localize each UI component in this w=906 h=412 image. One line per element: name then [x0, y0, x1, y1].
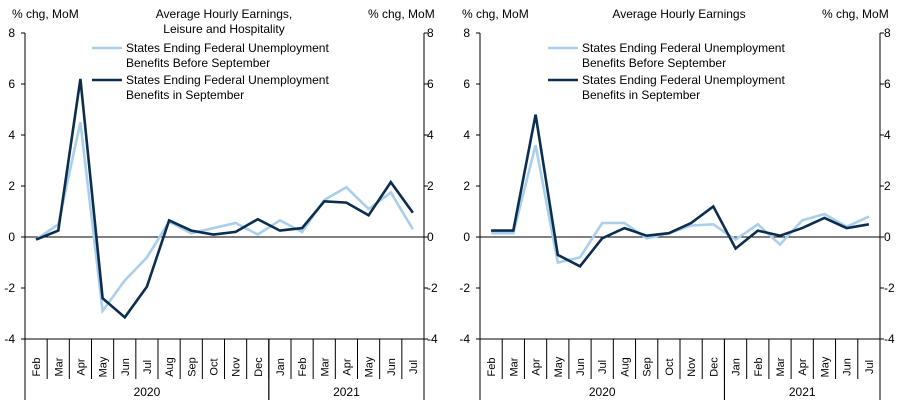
series-line-before-september — [491, 144, 870, 265]
year-label: 2021 — [333, 385, 360, 399]
x-tick-label: Aug — [164, 357, 176, 377]
y-axis-label-right: % chg, MoM — [822, 7, 889, 21]
series-line-in-september — [35, 78, 414, 320]
y-tick-label-right: -2 — [884, 281, 895, 295]
y-tick-label-left: 4 — [8, 128, 15, 142]
y-tick-label-left: 8 — [8, 26, 15, 40]
x-tick-label: Jun — [386, 358, 398, 376]
y-tick-label-right: 4 — [884, 128, 891, 142]
y-tick-label-right: -2 — [427, 281, 438, 295]
x-tick-label: Jul — [142, 360, 154, 374]
y-tick-label-left: -4 — [459, 332, 470, 346]
x-tick-label: Sep — [186, 357, 198, 377]
y-tick-label-left: -4 — [4, 332, 15, 346]
y-tick-label-right: 0 — [884, 230, 891, 244]
y-tick-label-right: 2 — [427, 179, 434, 193]
x-tick-label: Oct — [664, 358, 676, 375]
x-tick-label: Aug — [619, 357, 631, 377]
x-tick-label: Feb — [753, 358, 765, 377]
chart-right: % chg, MoM % chg, MoM Average Hourly Earni… — [459, 7, 895, 400]
y-tick-label-right: 0 — [427, 230, 434, 244]
x-tick-label: May — [98, 356, 110, 377]
x-tick-label: May — [364, 356, 376, 377]
y-tick-label-right: -4 — [427, 332, 438, 346]
x-tick-label: Dec — [708, 357, 720, 377]
y-tick-label-right: 8 — [884, 26, 891, 40]
series-line-in-september — [491, 114, 870, 268]
y-tick-label-left: 6 — [8, 77, 15, 91]
y-tick-label-left: 2 — [463, 179, 470, 193]
x-tick-label: Dec — [253, 357, 265, 377]
x-tick-label: Apr — [75, 358, 87, 375]
x-tick-label: Jul — [408, 360, 420, 374]
y-tick-label-left: 0 — [463, 230, 470, 244]
series-line-before-september — [35, 122, 415, 315]
y-axis-label-left: % chg, MoM — [12, 7, 79, 21]
y-tick-label-left: 6 — [463, 77, 470, 91]
x-tick-label: Mar — [775, 357, 787, 376]
x-tick-label: Jul — [597, 360, 609, 374]
x-tick-label: Jan — [275, 358, 287, 376]
x-tick-label: Jan — [731, 358, 743, 376]
chart-title-line: Average Hourly Earnings, — [156, 7, 293, 21]
y-tick-label-right: 4 — [427, 128, 434, 142]
x-tick-label: Sep — [642, 357, 654, 377]
y-tick-label-right: 6 — [427, 77, 434, 91]
x-tick-label: Apr — [531, 358, 543, 375]
legend-label: States Ending Federal Unemployment — [582, 73, 785, 87]
x-tick-label: May — [819, 356, 831, 377]
x-tick-label: Nov — [231, 357, 243, 377]
x-tick-label: May — [553, 356, 565, 377]
y-tick-label-right: 8 — [427, 26, 434, 40]
legend-label: States Ending Federal Unemployment — [582, 41, 785, 55]
y-tick-label-right: 2 — [884, 179, 891, 193]
y-tick-label-left: 4 — [463, 128, 470, 142]
y-tick-label-right: 6 — [884, 77, 891, 91]
legend-label: Benefits in September — [582, 88, 700, 102]
x-tick-label: Jun — [120, 358, 132, 376]
x-tick-label: Jul — [864, 360, 876, 374]
x-tick-label: Oct — [208, 358, 220, 375]
x-tick-label: Nov — [686, 357, 698, 377]
y-tick-label-left: 8 — [463, 26, 470, 40]
x-tick-label: Jun — [575, 358, 587, 376]
year-label: 2020 — [134, 385, 161, 399]
year-label: 2020 — [589, 385, 616, 399]
x-tick-label: Feb — [31, 358, 43, 377]
year-label: 2021 — [789, 385, 816, 399]
x-tick-label: Feb — [486, 358, 498, 377]
y-axis-label-left: % chg, MoM — [462, 7, 529, 21]
x-tick-label: Mar — [319, 357, 331, 376]
legend-label: Benefits in September — [126, 88, 244, 102]
legend-label: States Ending Federal Unemployment — [126, 73, 329, 87]
legend-label: States Ending Federal Unemployment — [126, 41, 329, 55]
x-tick-label: Apr — [341, 358, 353, 375]
x-tick-label: Apr — [797, 358, 809, 375]
y-tick-label-left: -2 — [4, 281, 15, 295]
y-tick-label-left: 0 — [8, 230, 15, 244]
y-axis-label-right: % chg, MoM — [368, 7, 435, 21]
x-tick-label: Mar — [53, 357, 65, 376]
chart-title-line: Average Hourly Earnings — [612, 7, 745, 21]
legend-label: Benefits Before September — [126, 56, 270, 70]
x-tick-label: Mar — [508, 357, 520, 376]
x-tick-label: Feb — [297, 358, 309, 377]
legend-label: Benefits Before September — [582, 56, 726, 70]
y-tick-label-left: -2 — [459, 281, 470, 295]
y-tick-label-left: 2 — [8, 179, 15, 193]
chart-left: % chg, MoM % chg, MoM Average Hourly Earni… — [4, 7, 438, 400]
chart-title-line: Leisure and Hospitality — [163, 22, 284, 36]
y-tick-label-right: -4 — [884, 332, 895, 346]
x-tick-label: Jun — [842, 358, 854, 376]
